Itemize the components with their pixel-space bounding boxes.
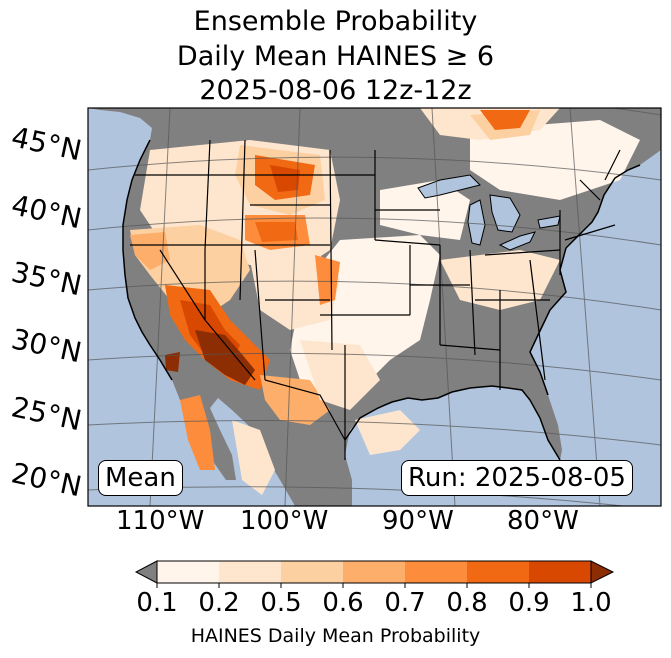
- lon-label-100: 100°W: [240, 506, 329, 536]
- colorbar-tick: 0.1: [136, 588, 178, 618]
- prob-region: [130, 232, 170, 270]
- lon-label-80: 80°W: [507, 506, 579, 536]
- colorbar-under-arrow: [134, 560, 158, 584]
- lon-label-110: 110°W: [116, 506, 205, 536]
- map-frame: [87, 107, 662, 507]
- probability-field: [130, 108, 640, 495]
- lake-huron: [489, 194, 521, 233]
- colorbar: [134, 560, 615, 588]
- title-line-1: Ensemble Probability: [193, 6, 478, 37]
- title-line-2: Daily Mean HAINES ≥ 6: [176, 41, 495, 72]
- lake-ontario: [537, 215, 561, 229]
- atlantic-coast: [529, 164, 641, 396]
- colorbar-segment: [219, 561, 281, 583]
- colorbar-tick: 0.9: [508, 588, 550, 618]
- colorbar-tick: 0.7: [384, 588, 426, 618]
- prob-region: [255, 222, 298, 242]
- title-line-3: 2025-08-06 12z-12z: [199, 75, 472, 106]
- colorbar-over-arrow: [590, 560, 615, 584]
- lake-erie: [498, 231, 536, 251]
- colorbar-segment: [343, 561, 405, 583]
- lon-label-90: 90°W: [382, 506, 454, 536]
- colorbar-title: HAINES Daily Mean Probability: [190, 625, 481, 647]
- gulf-coast: [344, 385, 561, 461]
- colorbar-segment: [157, 561, 219, 583]
- great-lakes: [417, 174, 561, 251]
- prob-region: [232, 420, 275, 495]
- prob-region: [165, 352, 180, 372]
- prob-region: [480, 110, 530, 130]
- colorbar-segment: [529, 561, 591, 583]
- state-borders: [130, 139, 621, 460]
- lake-superior: [417, 174, 481, 199]
- colorbar-tick: 0.5: [260, 588, 302, 618]
- colorbar-tick: 1.0: [570, 588, 612, 618]
- coastline: [122, 139, 173, 381]
- prob-region: [300, 340, 380, 410]
- prob-region: [315, 255, 340, 305]
- prob-region: [180, 395, 215, 470]
- prob-region: [270, 165, 300, 192]
- stat-label: Mean: [98, 460, 183, 496]
- lake-michigan: [467, 199, 486, 246]
- prob-region: [195, 330, 255, 385]
- colorbar-tick: 0.2: [198, 588, 240, 618]
- prob-region: [260, 375, 330, 425]
- graticule: [88, 108, 661, 506]
- map-area: [88, 108, 661, 506]
- colorbar-segment: [405, 561, 467, 583]
- colorbar-tick: 0.8: [446, 588, 488, 618]
- prob-region: [355, 410, 420, 455]
- run-label: Run: 2025-08-05: [401, 460, 633, 496]
- colorbar-segment: [467, 561, 529, 583]
- colorbar-segment: [281, 561, 343, 583]
- prob-region: [470, 120, 640, 200]
- colorbar-tick: 0.6: [322, 588, 364, 618]
- prob-region: [440, 250, 560, 310]
- colorbar-frame: [156, 560, 592, 584]
- land-mexico: [295, 455, 352, 506]
